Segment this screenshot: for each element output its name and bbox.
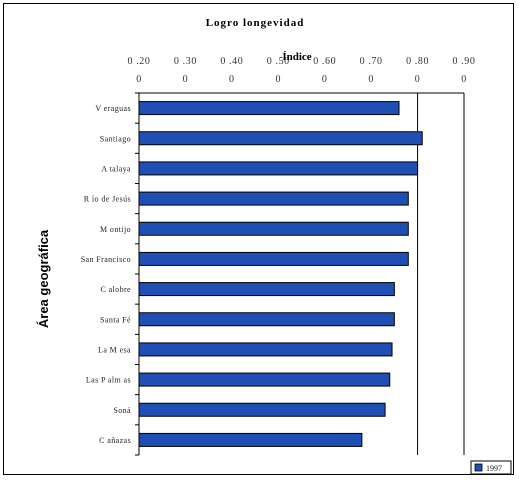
bar — [138, 101, 400, 116]
x-tick-label-top: 0 .50 — [267, 56, 290, 67]
bar — [138, 282, 395, 297]
x-tick-label-bottom: 0 — [415, 74, 421, 85]
legend-swatch — [474, 463, 483, 472]
bar — [138, 402, 386, 417]
category-label: M ontijo — [100, 225, 131, 234]
legend: 1997 — [470, 460, 512, 475]
x-tick-label-bottom: 0 — [322, 74, 328, 85]
bar-chart: Logro longevidad 0 .20 0 .30 0 .40 0 .50 0 .… — [36, 17, 512, 475]
x-tick-label-top: 0 .60 — [313, 56, 336, 67]
category-label: A talaya — [101, 164, 131, 173]
chart-title: Logro longevidad — [206, 17, 305, 29]
x-tick-label-top: 0 .90 — [453, 56, 476, 67]
x-tick-label-bottom: 0 — [368, 74, 374, 85]
bar — [138, 312, 395, 327]
x-tick-label-top: 0 .70 — [360, 56, 383, 67]
category-label: V eraguas — [95, 104, 131, 113]
x-tick-labels-bottom: 0 0 0 0 0 0 0 0 — [136, 74, 467, 85]
legend-label: 1997 — [486, 464, 502, 473]
x-axis-label: Índice — [282, 51, 311, 63]
category-label: La M esa — [98, 345, 131, 354]
x-tick-label-top: 0 .40 — [220, 56, 243, 67]
bar — [138, 161, 419, 176]
bar — [138, 372, 391, 387]
category-labels: V eraguas Santiago A talaya R ío de Jesús M … — [81, 104, 131, 445]
bar — [138, 191, 409, 206]
x-tick-label-bottom: 0 — [136, 74, 142, 85]
x-tick-label-bottom: 0 — [229, 74, 235, 85]
bar — [138, 131, 423, 146]
chart-frame: Logro longevidad 0 .20 0 .30 0 .40 0 .50 0 .… — [3, 3, 514, 475]
category-label: San Francisco — [81, 255, 131, 264]
category-label: C añazas — [99, 436, 131, 445]
x-tick-label-bottom: 0 — [461, 74, 467, 85]
x-tick-label-bottom: 0 — [183, 74, 189, 85]
category-label: C alobre — [100, 285, 131, 294]
bar — [138, 432, 363, 447]
y-axis-label: Área geográfica — [36, 229, 51, 328]
gridlines — [417, 93, 465, 455]
bar — [138, 221, 409, 236]
bar — [138, 251, 409, 266]
x-tick-label-top: 0 .30 — [174, 56, 197, 67]
category-label: Las P alm as — [86, 376, 131, 385]
bar — [138, 342, 393, 357]
x-tick-labels-top: 0 .20 0 .30 0 .40 0 .50 0 .60 0 .70 0 .80 0 .90 — [128, 56, 476, 67]
category-label: R ío de Jesús — [84, 195, 131, 204]
category-label: Santiago — [100, 134, 131, 143]
x-tick-label-top: 0 .20 — [128, 56, 151, 67]
plot-axes — [135, 92, 464, 456]
bars — [138, 101, 423, 447]
x-tick-label-top: 0 .80 — [406, 56, 429, 67]
category-label: Santa Fé — [100, 315, 131, 324]
x-tick-label-bottom: 0 — [275, 74, 281, 85]
category-label: Soná — [113, 406, 131, 415]
